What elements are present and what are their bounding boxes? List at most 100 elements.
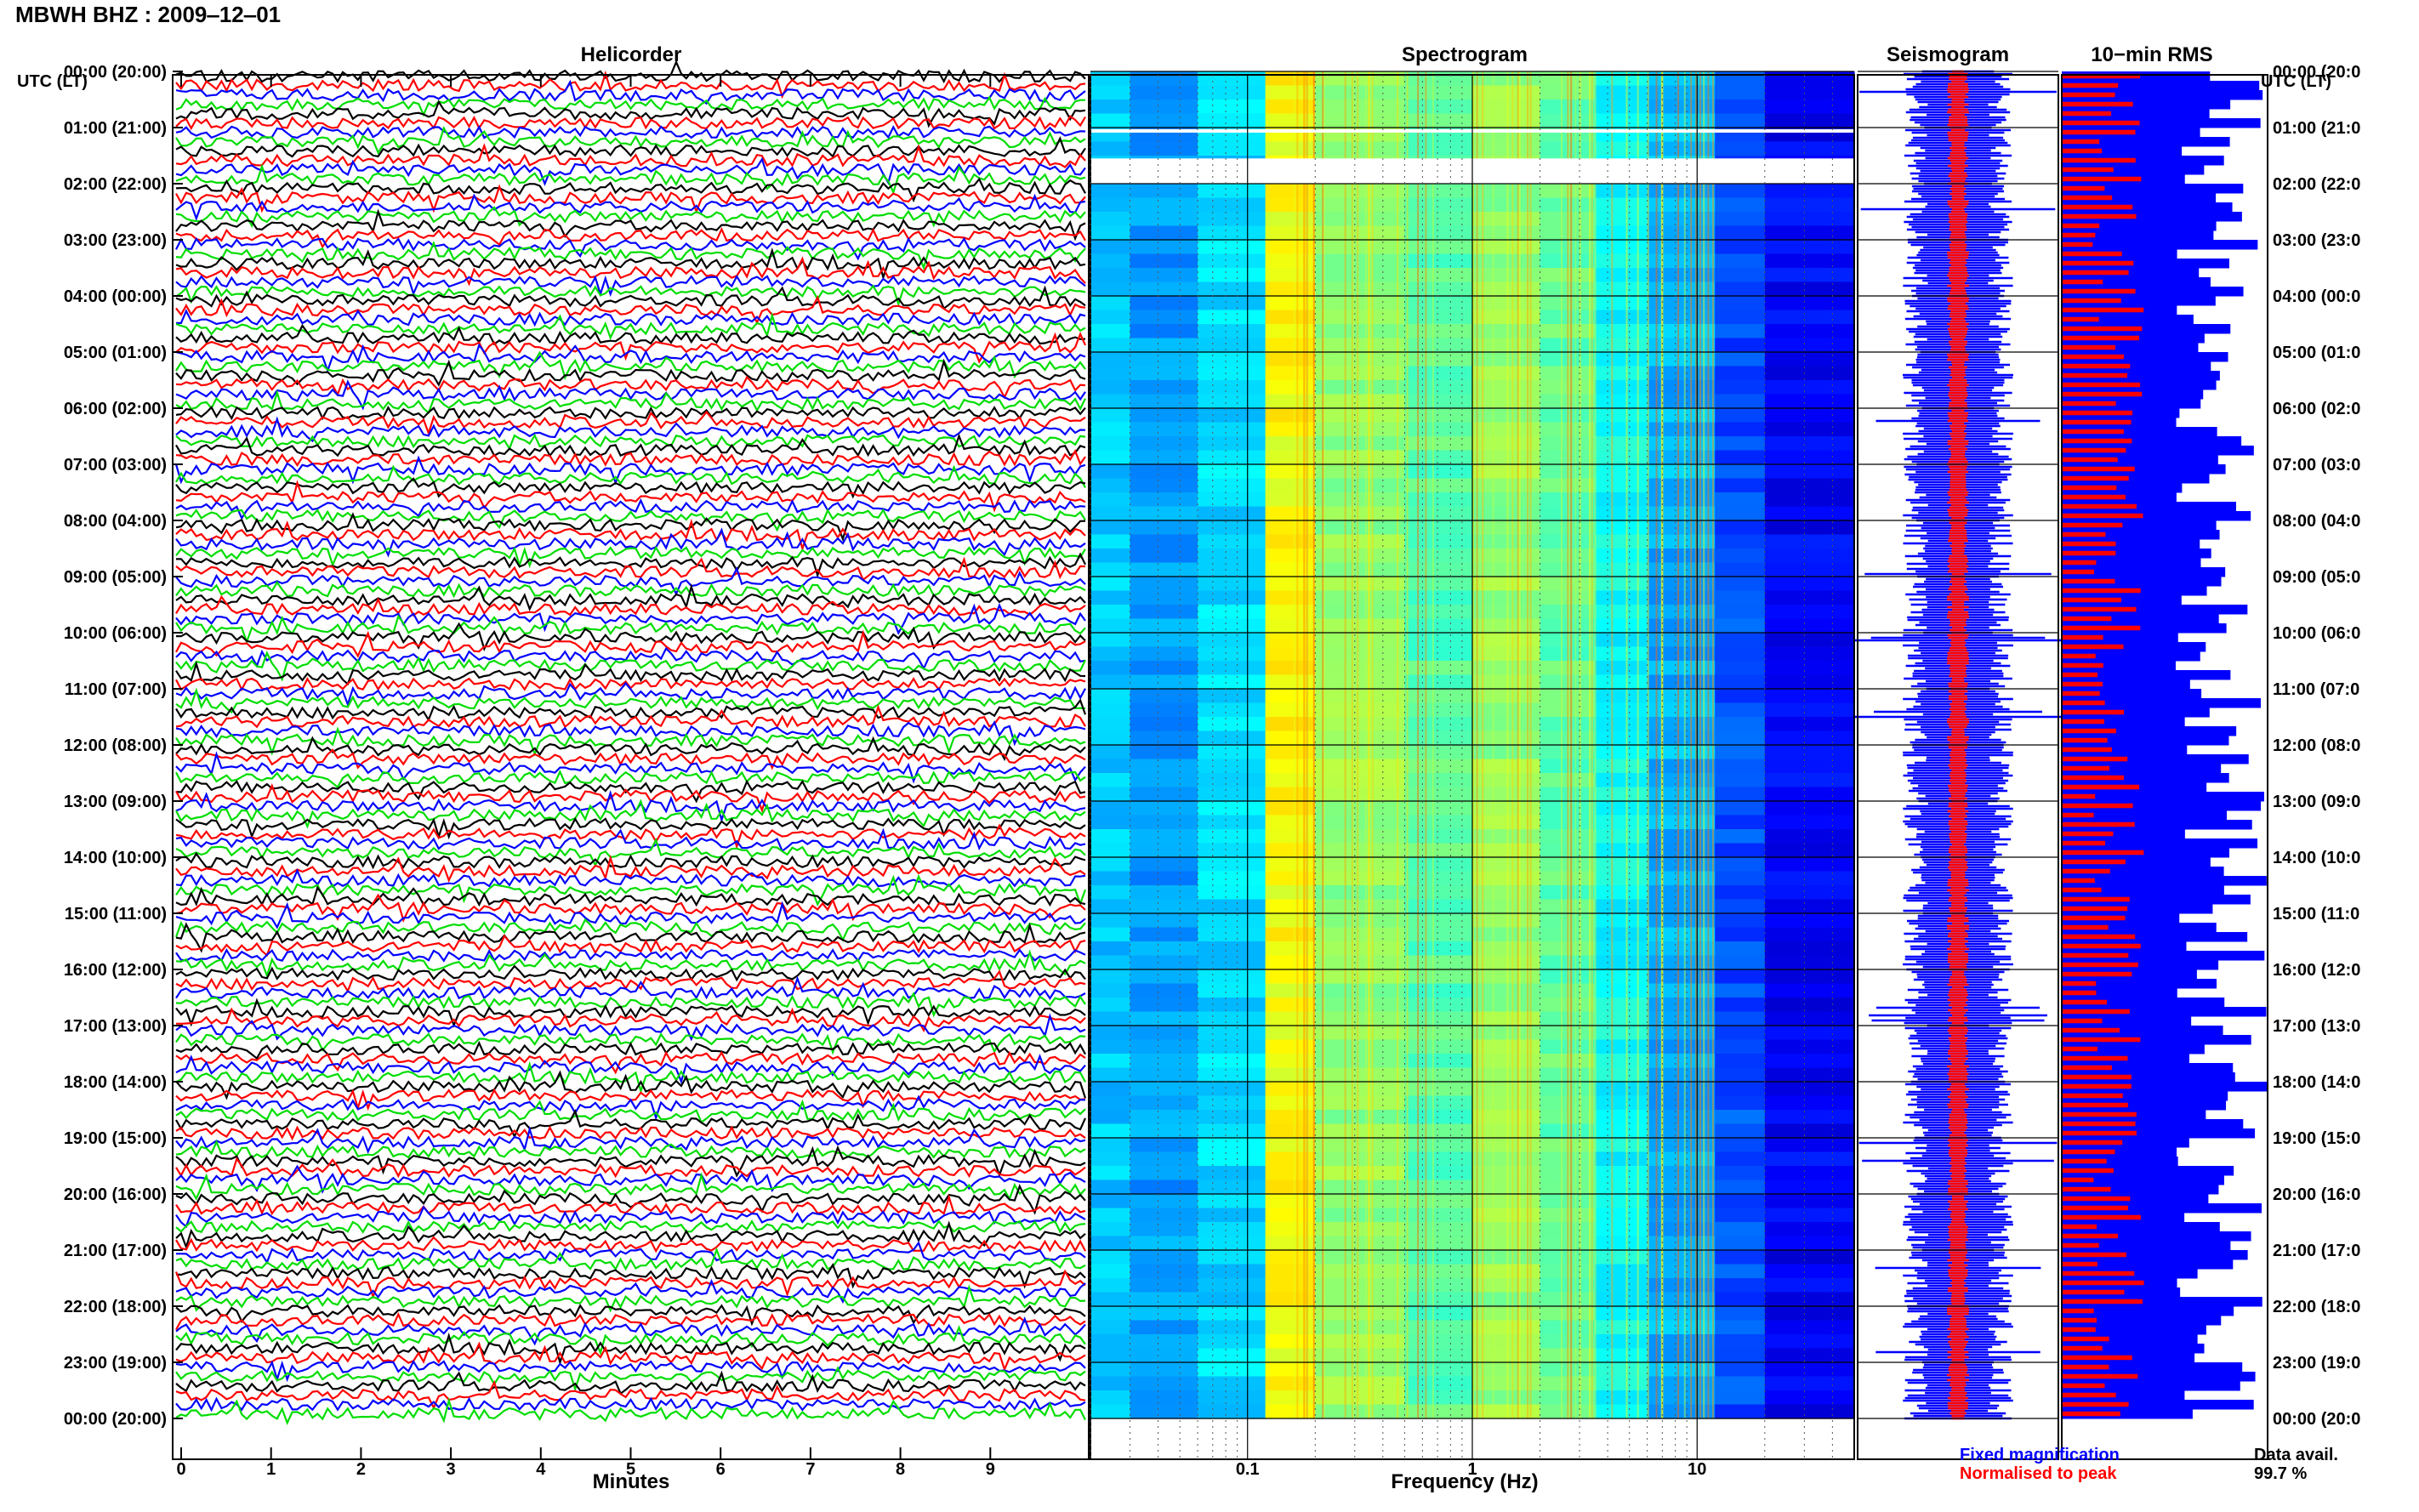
rms-bar-fixed bbox=[2062, 343, 2199, 353]
helicorder-trace bbox=[175, 527, 1086, 558]
rms-bar-normalised bbox=[2062, 1355, 2132, 1361]
helicorder-trace bbox=[175, 343, 1086, 373]
rms-bar-normalised bbox=[2062, 1280, 2144, 1286]
helicorder-trace bbox=[175, 143, 1086, 168]
time-tick-label-right: 06:00 (02:0 bbox=[2273, 400, 2360, 418]
time-tick-label-right: 12:00 (08:0 bbox=[2273, 736, 2360, 755]
minute-tick-label: 6 bbox=[716, 1460, 726, 1479]
rms-bar-normalised bbox=[2062, 924, 2109, 930]
rms-bar-fixed bbox=[2062, 595, 2182, 605]
time-tick-label-right: 20:00 (16:0 bbox=[2273, 1185, 2360, 1204]
helicorder-trace bbox=[175, 284, 1086, 307]
rms-bar-fixed bbox=[2062, 1016, 2192, 1026]
time-tick-label-left: 00:00 (20:00) bbox=[64, 1410, 167, 1429]
helicorder-trace bbox=[175, 1304, 1086, 1327]
rms-bar-normalised bbox=[2062, 1168, 2114, 1174]
helicorder-trace bbox=[175, 622, 1086, 651]
frequency-tick-label: 10 bbox=[1688, 1460, 1706, 1479]
rms-bar-normalised bbox=[2062, 242, 2093, 247]
rms-bar-fixed bbox=[2062, 1128, 2256, 1139]
rms-bar-fixed bbox=[2062, 118, 2261, 128]
frequency-tick-label: 0.1 bbox=[1236, 1460, 1260, 1479]
helicorder-trace bbox=[175, 566, 1086, 597]
helicorder-trace bbox=[175, 508, 1086, 532]
helicorder-title: Helicorder bbox=[581, 43, 682, 66]
rms-bar-fixed bbox=[2062, 193, 2217, 203]
rms-bar-fixed bbox=[2062, 1241, 2231, 1251]
helicorder-trace bbox=[175, 416, 1086, 443]
helicorder-trace bbox=[175, 594, 1086, 617]
helicorder-trace bbox=[175, 79, 1086, 105]
time-tick-label-left: 19:00 (15:00) bbox=[64, 1129, 167, 1148]
rms-bar-normalised bbox=[2062, 952, 2129, 958]
helicorder-trace bbox=[175, 1278, 1086, 1305]
rms-bar-normalised bbox=[2062, 1158, 2107, 1164]
rms-bar-normalised bbox=[2062, 803, 2133, 809]
rms-bar-fixed bbox=[2062, 857, 2211, 867]
time-tick-label-left: 02:00 (22:00) bbox=[64, 175, 167, 194]
helicorder-trace bbox=[175, 736, 1086, 762]
rms-bar-fixed bbox=[2062, 352, 2228, 362]
helicorder-trace bbox=[175, 545, 1086, 569]
helicorder-trace bbox=[175, 1070, 1087, 1100]
spectrogram-title: Spectrogram bbox=[1402, 43, 1528, 66]
rms-bar-fixed bbox=[2062, 754, 2249, 765]
time-tick-label-right: 22:00 (18:0 bbox=[2273, 1298, 2360, 1316]
rms-bar-fixed bbox=[2062, 698, 2261, 708]
helicorder-trace bbox=[175, 1379, 1086, 1411]
helicorder-trace bbox=[175, 1359, 1086, 1383]
rms-bar-fixed bbox=[2062, 268, 2200, 278]
helicorder-trace bbox=[175, 1311, 1086, 1331]
rms-bar-fixed bbox=[2062, 399, 2201, 409]
helicorder-trace bbox=[175, 816, 1086, 840]
rms-bar-fixed bbox=[2062, 184, 2244, 194]
rms-bar-normalised bbox=[2062, 784, 2139, 790]
rms-bar-normalised bbox=[2062, 447, 2126, 453]
seismogram-title: Seismogram bbox=[1887, 43, 2009, 66]
rms-bar-fixed bbox=[2062, 838, 2258, 849]
helicorder-trace bbox=[175, 1126, 1086, 1154]
helicorder-trace bbox=[175, 1316, 1086, 1346]
helicorder-trace bbox=[175, 389, 1086, 415]
rms-bar-fixed bbox=[2062, 530, 2220, 540]
time-tick-label-right: 08:00 (04:0 bbox=[2273, 512, 2360, 531]
minute-tick-label: 7 bbox=[805, 1460, 815, 1479]
rms-bar-normalised bbox=[2062, 73, 2141, 79]
rms-bar-normalised bbox=[2062, 999, 2107, 1005]
rms-bar-fixed bbox=[2062, 998, 2225, 1008]
rms-bar-fixed bbox=[2062, 848, 2229, 858]
rms-bar-fixed bbox=[2062, 1100, 2227, 1111]
helicorder-trace bbox=[175, 464, 1086, 489]
minute-tick-label: 5 bbox=[626, 1460, 635, 1479]
helicorder-trace bbox=[175, 851, 1086, 870]
rms-bar-normalised bbox=[2062, 1009, 2130, 1015]
rms-bar-fixed bbox=[2062, 81, 2260, 91]
helicorder-trace bbox=[175, 236, 1086, 261]
rms-bar-fixed bbox=[2062, 511, 2251, 521]
rms-bar-normalised bbox=[2062, 634, 2103, 640]
helicorder-trace bbox=[175, 1247, 1086, 1272]
rms-bar-fixed bbox=[2062, 717, 2185, 727]
axis-ticks: 00:00 (20:00) 01:00 (21:00) 02:00 (22:00) 0… bbox=[64, 63, 2361, 1479]
time-tick-label-left: 01:00 (21:00) bbox=[64, 119, 167, 138]
rms-bar-fixed bbox=[2062, 90, 2263, 100]
rms-bar-normalised bbox=[2062, 522, 2123, 528]
helicorder-trace bbox=[175, 497, 1086, 520]
rms-bar-fixed bbox=[2062, 221, 2217, 231]
rms-bar-normalised bbox=[2062, 372, 2127, 378]
rms-bar-normalised bbox=[2062, 1336, 2109, 1342]
helicorder-trace bbox=[175, 518, 1086, 552]
rms-bar-normalised bbox=[2062, 653, 2096, 659]
rms-bar-normalised bbox=[2062, 129, 2136, 135]
rms-bar-normalised bbox=[2062, 1364, 2109, 1370]
rms-bar-normalised bbox=[2062, 1205, 2128, 1211]
rms-bar-fixed bbox=[2062, 1259, 2234, 1270]
rms-bar-normalised bbox=[2062, 531, 2106, 537]
helicorder-trace bbox=[175, 1396, 1086, 1413]
rms-bar-normalised bbox=[2062, 475, 2129, 481]
helicorder-trace bbox=[175, 99, 1086, 128]
time-tick-label-left: 12:00 (08:00) bbox=[64, 736, 167, 755]
rms-bar-fixed bbox=[2062, 202, 2233, 213]
rms-bar-normalised bbox=[2062, 185, 2105, 191]
rms-bar-normalised bbox=[2062, 232, 2096, 238]
